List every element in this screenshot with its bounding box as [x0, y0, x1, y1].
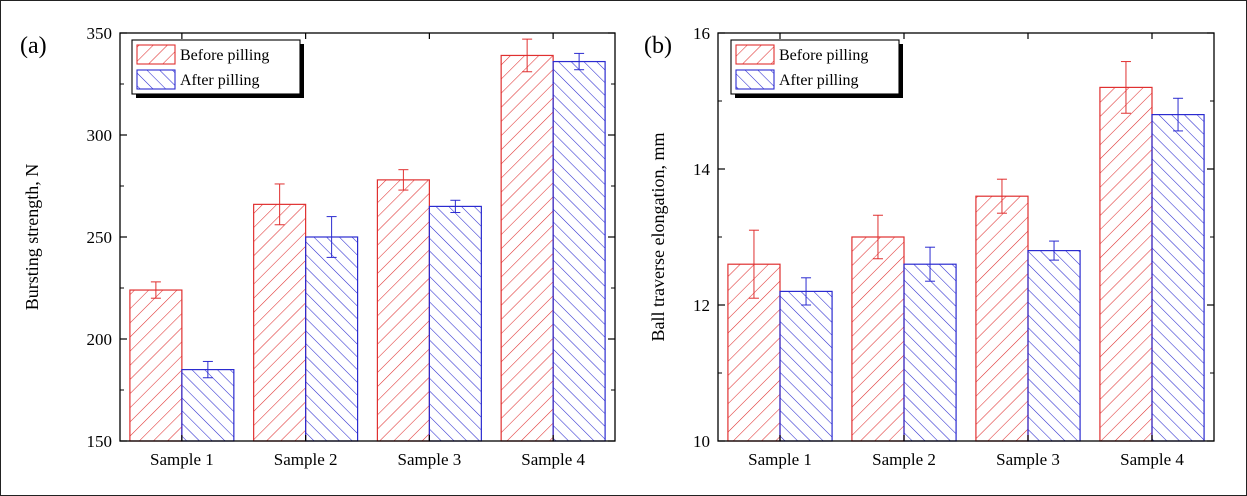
legend-label-before: Before pilling [779, 47, 868, 64]
error-bar-before-3 [398, 169, 409, 191]
bar-after-1 [181, 369, 235, 442]
error-bar-after-2 [925, 246, 936, 282]
legend-swatch-after [735, 69, 775, 90]
y-tick-label: 10 [693, 432, 710, 451]
x-tick-label-2: Sample 2 [872, 450, 936, 469]
error-bar-before-3 [996, 178, 1007, 214]
legend-label-after: After pilling [180, 72, 260, 89]
bar-after-3 [428, 205, 482, 442]
error-bar-before-4 [522, 38, 533, 73]
legend-swatch-after [136, 69, 176, 90]
y-axis-title: Bursting strength, N [22, 164, 42, 311]
legend-swatch-before [735, 44, 775, 65]
bar-after-2 [305, 236, 359, 442]
error-bar-before-2 [872, 214, 883, 260]
y-tick-label: 200 [87, 330, 113, 349]
bar-after-4 [552, 60, 606, 442]
y-tick-label: 12 [693, 296, 710, 315]
error-bar-after-1 [801, 277, 812, 306]
bar-before-1 [129, 289, 183, 442]
bar-before-4 [500, 54, 554, 442]
bar-after-1 [779, 290, 833, 442]
bar-after-2 [903, 263, 957, 442]
x-tick-label-4: Sample 4 [521, 450, 585, 469]
bar-after-3 [1027, 250, 1081, 442]
bar-before-2 [851, 236, 905, 442]
x-tick-label-1: Sample 1 [748, 450, 812, 469]
y-tick-label: 300 [87, 126, 113, 145]
y-tick-label: 16 [693, 24, 710, 43]
x-tick-label-3: Sample 3 [996, 450, 1060, 469]
error-bar-after-4 [574, 52, 585, 71]
error-bar-before-4 [1120, 61, 1131, 114]
legend: Before pilling After pilling [131, 39, 304, 98]
panel-label: (b) [644, 33, 672, 59]
error-bar-after-2 [326, 216, 337, 258]
x-tick-label-1: Sample 1 [150, 450, 214, 469]
error-bar-after-3 [450, 199, 461, 214]
y-tick-label: 350 [87, 24, 113, 43]
panel-label: (a) [20, 33, 47, 59]
legend: Before pilling After pilling [730, 39, 903, 98]
error-bar-after-3 [1049, 240, 1060, 261]
x-tick-label-3: Sample 3 [398, 450, 462, 469]
panel-b: 10 12 14 16 Sample 1 Sample 2 Sample 3 Sample 4… [644, 24, 1215, 469]
bar-before-3 [376, 179, 430, 442]
legend-swatch-before [136, 44, 176, 65]
x-tick-label-4: Sample 4 [1120, 450, 1184, 469]
error-bar-before-2 [274, 183, 285, 226]
y-axis-title: Ball traverse elongation, mm [648, 133, 668, 342]
error-bar-after-1 [202, 360, 213, 379]
bar-before-4 [1099, 86, 1153, 442]
bar-before-3 [975, 195, 1029, 442]
bar-before-2 [253, 203, 307, 442]
error-bar-before-1 [150, 281, 161, 299]
y-tick-label: 14 [693, 160, 711, 179]
legend-label-before: Before pilling [180, 47, 269, 64]
y-tick-label: 250 [87, 228, 113, 247]
error-bar-before-1 [748, 229, 759, 299]
y-tick-label: 150 [87, 432, 113, 451]
error-bar-after-4 [1173, 97, 1184, 132]
panel-a: 150 200 250 300 350 Sample 1 Sample 2 Sample 3 S… [20, 24, 616, 469]
legend-label-after: After pilling [779, 72, 859, 89]
x-tick-label-2: Sample 2 [274, 450, 338, 469]
bar-after-4 [1151, 113, 1205, 442]
